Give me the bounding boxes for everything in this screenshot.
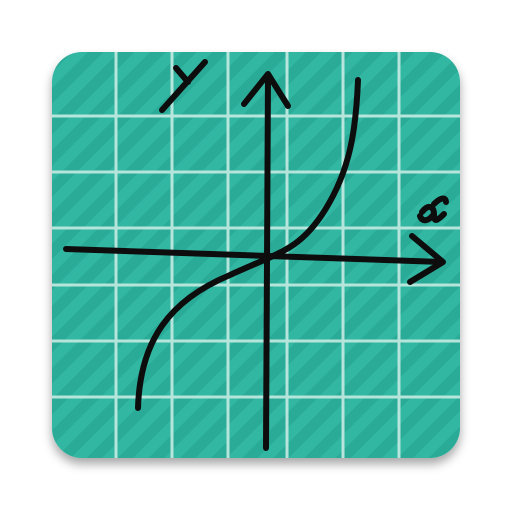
x-letter-glyph: [417, 195, 449, 224]
x-axis-arrow-icon: [407, 233, 446, 285]
x-axis-line: [63, 246, 445, 265]
y-axis-line: [263, 73, 271, 451]
y-axis-arrow-icon: [241, 71, 291, 109]
y-letter-glyph: [159, 59, 208, 113]
curve-icon: [135, 77, 361, 411]
